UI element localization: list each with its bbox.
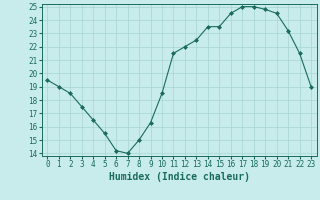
X-axis label: Humidex (Indice chaleur): Humidex (Indice chaleur) xyxy=(109,172,250,182)
